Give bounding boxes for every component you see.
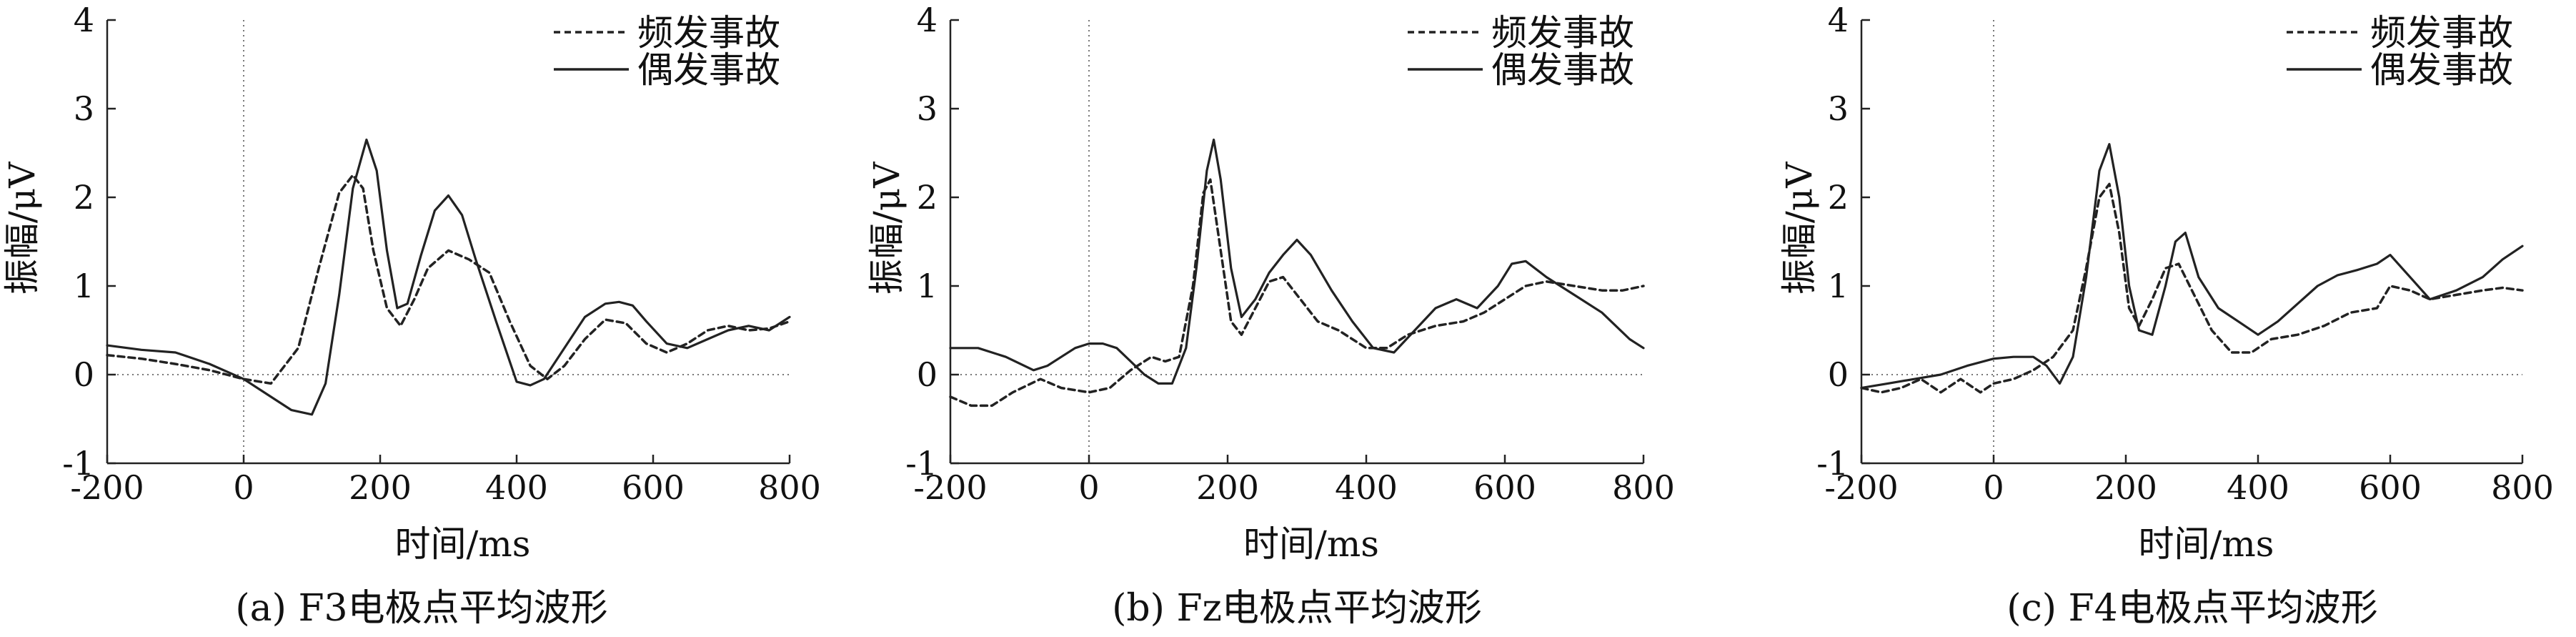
x-tick-label: -200 [913,468,987,507]
x-tick-label: 400 [2227,468,2289,507]
series-line-frequent [949,178,1645,408]
y-tick-label: 0 [917,355,938,394]
x-tick-label: 0 [233,468,254,507]
x-tick-label: 200 [2094,468,2157,507]
x-tick-label: 400 [485,468,548,507]
x-tick-label: 800 [2491,468,2554,507]
y-tick-label: 1 [1828,267,1849,305]
y-tick-label: 1 [917,267,938,305]
series-line-occasional [1860,143,2524,390]
x-tick-label: -200 [70,468,144,507]
x-tick-label: 200 [1196,468,1259,507]
series-line-frequent [106,174,791,385]
y-tick-label: 4 [1828,1,1849,39]
x-tick-label: 600 [1473,468,1536,507]
series-line-occasional [106,138,791,416]
y-tick-label: 3 [74,89,94,128]
y-tick-label: 2 [917,178,938,217]
legend-label: 偶发事故 [637,49,780,91]
y-tick-label: 3 [1828,89,1849,128]
legend-label: 偶发事故 [1491,49,1634,91]
y-axis-label: 振幅/μV [1,162,43,295]
y-axis-label: 振幅/μV [1779,162,1820,295]
x-tick-label: 800 [1612,468,1675,507]
panel-caption: (c) F4电极点平均波形 [2006,587,2377,630]
legend-label: 频发事故 [637,12,780,54]
legend-label: 频发事故 [2370,12,2513,54]
x-tick-label: 0 [1078,468,1099,507]
x-axis-label: 时间/ms [395,523,531,565]
y-tick-label: -1 [1816,444,1849,483]
y-tick-label: 4 [917,1,938,39]
legend-label: 偶发事故 [2370,49,2513,91]
panel-caption: (a) F3电极点平均波形 [235,587,607,630]
y-tick-label: 0 [1828,355,1849,394]
x-tick-label: 0 [1983,468,2004,507]
x-tick-label: 600 [622,468,685,507]
series-line-occasional [949,138,1645,385]
y-axis-label: 振幅/μV [866,162,907,295]
x-tick-label: 600 [2359,468,2422,507]
y-tick-label: 1 [74,267,94,305]
x-tick-label: -200 [1824,468,1898,507]
y-tick-label: 4 [74,1,94,39]
series-line-frequent [1860,182,2524,394]
x-tick-label: 200 [349,468,412,507]
x-axis-label: 时间/ms [1243,523,1379,565]
y-tick-label: 0 [74,355,94,394]
x-tick-label: 800 [758,468,821,507]
y-tick-label: 3 [917,89,938,128]
y-tick-label: 2 [1828,178,1849,217]
legend-label: 频发事故 [1491,12,1634,54]
y-tick-label: -1 [62,444,94,483]
panel-caption: (b) Fz电极点平均波形 [1112,587,1482,630]
x-axis-label: 时间/ms [2139,523,2274,565]
y-tick-label: 2 [74,178,94,217]
x-tick-label: 400 [1335,468,1398,507]
y-tick-label: -1 [905,444,938,483]
